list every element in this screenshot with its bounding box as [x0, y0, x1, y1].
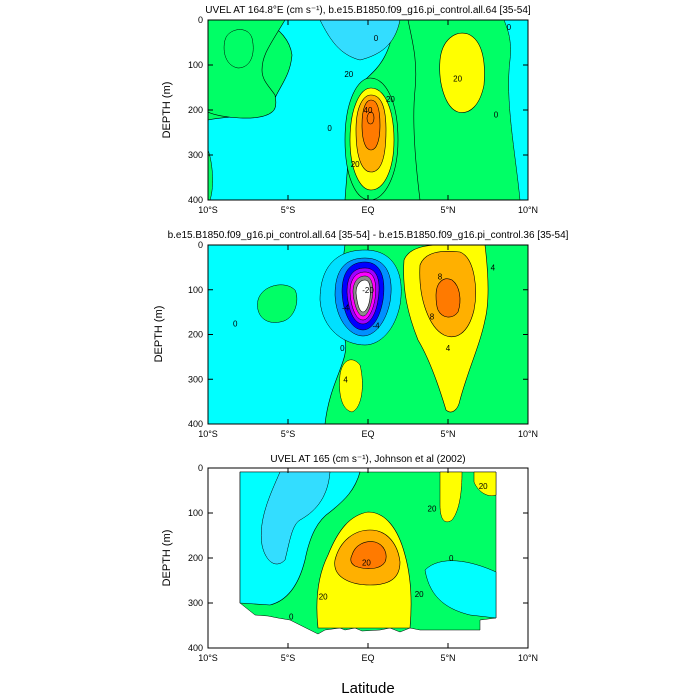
panel-3: UVEL AT 165 (cm s⁻¹), Johnson et al (200…: [161, 454, 538, 663]
x-tick-label: 10°S: [198, 429, 218, 439]
y-tick-label: 0: [198, 15, 203, 25]
y-tick-label: 300: [188, 150, 203, 160]
panel-1-title: UVEL AT 164.8°E (cm s⁻¹), b.e15.B1850.f0…: [205, 5, 531, 16]
y-tick-label: 400: [188, 643, 203, 653]
x-tick-label: 10°S: [198, 653, 218, 663]
x-tick-label: 10°N: [518, 429, 538, 439]
panel-2-contours: [208, 245, 528, 424]
x-tick-label: EQ: [361, 205, 374, 215]
panel-1-contours: [208, 20, 528, 200]
contour-label: 8: [438, 272, 443, 281]
x-tick-label: 5°N: [440, 653, 455, 663]
y-tick-label: 300: [188, 598, 203, 608]
contour-label: 0: [289, 613, 294, 622]
x-tick-label: 5°S: [281, 653, 296, 663]
panel-3-ylabel: DEPTH (m): [161, 530, 173, 587]
x-tick-label: 5°N: [440, 429, 455, 439]
y-tick-label: 200: [188, 553, 203, 563]
y-tick-label: 400: [188, 419, 203, 429]
contour-label: 0: [494, 111, 499, 120]
panel-1-ylabel: DEPTH (m): [161, 82, 173, 139]
x-tick-label: 10°N: [518, 205, 538, 215]
panel-1: UVEL AT 164.8°E (cm s⁻¹), b.e15.B1850.f0…: [161, 5, 538, 215]
contour-label: 20: [344, 70, 353, 79]
contour-label: 20: [453, 75, 462, 84]
x-tick-label: 5°S: [281, 429, 296, 439]
x-tick-label: 10°N: [518, 653, 538, 663]
contour-label: 0: [507, 23, 512, 32]
contour-label: 0: [449, 554, 454, 563]
contour-label: 4: [343, 375, 348, 384]
x-tick-label: EQ: [361, 653, 374, 663]
y-tick-label: 0: [198, 463, 203, 473]
contour-label: 20: [415, 590, 424, 599]
contour-label: 20: [362, 559, 371, 568]
contour-label: 0: [374, 34, 379, 43]
y-tick-label: 400: [188, 195, 203, 205]
contour-label: 8: [430, 313, 435, 322]
x-tick-label: 10°S: [198, 205, 218, 215]
contour-label: 0: [340, 344, 345, 353]
contour-label: 0: [233, 319, 238, 328]
contour-label: 40: [364, 106, 373, 115]
y-tick-label: 200: [188, 330, 203, 340]
contour-label: 4: [446, 344, 451, 353]
contour-label: -4: [372, 322, 380, 331]
panel-2-title: b.e15.B1850.f09_g16.pi_control.all.64 [3…: [168, 230, 569, 241]
y-tick-label: 100: [188, 60, 203, 70]
panel-2: b.e15.B1850.f09_g16.pi_control.all.64 [3…: [153, 230, 569, 439]
y-tick-label: 100: [188, 508, 203, 518]
contour-label: -4: [342, 304, 350, 313]
contour-label: 20: [351, 160, 360, 169]
contour-label: 20: [479, 482, 488, 491]
contour-label: 4: [491, 263, 496, 272]
y-tick-label: 300: [188, 374, 203, 384]
x-axis-title: Latitude: [341, 680, 394, 697]
contour-label: 20: [319, 592, 328, 601]
panel-3-contours: [239, 471, 497, 635]
y-tick-label: 200: [188, 105, 203, 115]
x-tick-label: EQ: [361, 429, 374, 439]
panel-3-title: UVEL AT 165 (cm s⁻¹), Johnson et al (200…: [270, 454, 465, 465]
contour-label: -20: [362, 286, 374, 295]
contour-label: 20: [386, 95, 395, 104]
panel-2-ylabel: DEPTH (m): [153, 306, 165, 363]
x-tick-label: 5°N: [440, 205, 455, 215]
x-tick-label: 5°S: [281, 205, 296, 215]
y-tick-label: 0: [198, 240, 203, 250]
contour-label: 20: [428, 505, 437, 514]
y-tick-label: 100: [188, 285, 203, 295]
contour-label: 0: [327, 124, 332, 133]
